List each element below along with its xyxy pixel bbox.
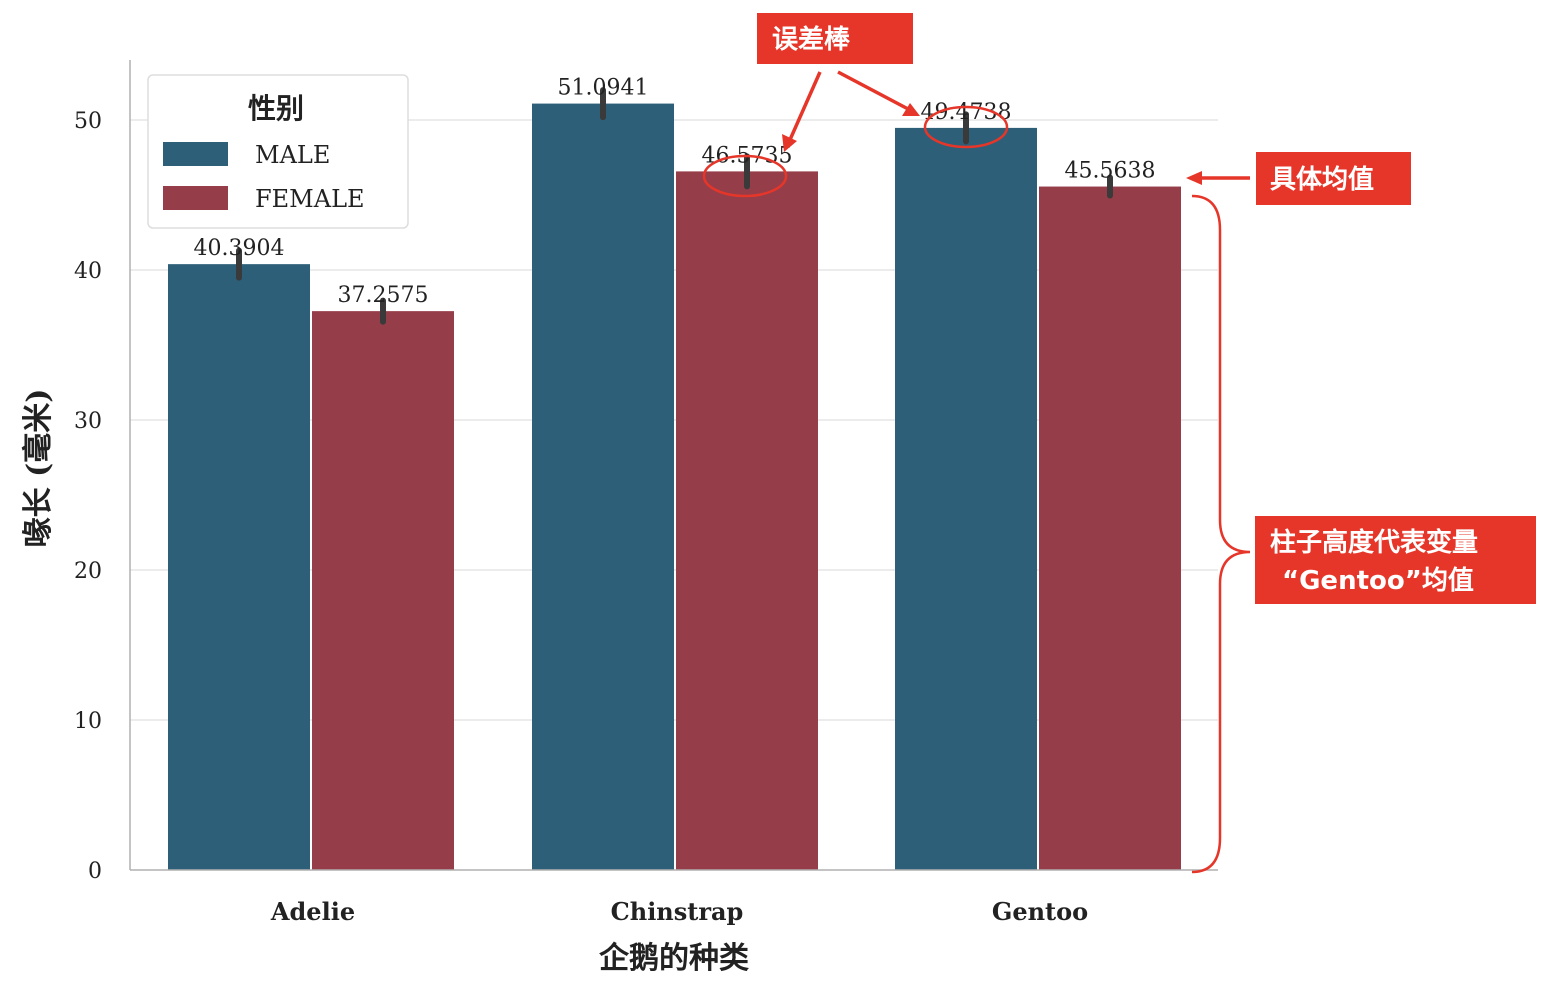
- legend: 性别 MALE FEMALE: [147, 74, 409, 229]
- bar-height-callout-line2: “Gentoo”均值: [1282, 566, 1474, 596]
- x-tick-label: Chinstrap: [611, 897, 744, 926]
- value-label: 51.0941: [558, 76, 649, 101]
- mean-value-callout: 具体均值: [1186, 152, 1411, 205]
- x-tick-labels: Adelie Chinstrap Gentoo: [270, 897, 1088, 926]
- callout-arrowhead-gentoo: [902, 103, 920, 116]
- error-bar-callout-text: 误差棒: [772, 24, 851, 55]
- value-label: 45.5638: [1065, 159, 1156, 184]
- error-bar-highlight-gentoo: [923, 105, 1009, 149]
- mean-value-callout-text: 具体均值: [1270, 165, 1374, 195]
- y-axis-title: 喙长 (毫米): [21, 389, 56, 548]
- bar-male-gentoo: [895, 127, 1037, 870]
- callout-arrow-gentoo: [837, 70, 911, 112]
- bar-female-gentoo: [1039, 186, 1181, 871]
- y-tick-label: 10: [74, 709, 102, 734]
- error-bar-highlight-chinstrap: [702, 154, 788, 198]
- bar-female-adelie: [312, 311, 454, 870]
- legend-swatch-female: [163, 186, 228, 210]
- error-bar-callout-box: [757, 13, 913, 64]
- bar-male-chinstrap: [532, 103, 674, 870]
- bar-height-brace: [1191, 194, 1251, 874]
- legend-label-male: MALE: [255, 141, 330, 169]
- y-tick-label: 50: [74, 109, 102, 134]
- x-axis-title: 企鹅的种类: [599, 941, 749, 976]
- y-tick-label: 30: [74, 409, 102, 434]
- error-bars: [236, 87, 1113, 325]
- legend-label-female: FEMALE: [255, 185, 365, 213]
- legend-title: 性别: [248, 92, 304, 125]
- bar-height-callout-box: [1255, 516, 1536, 604]
- y-tick-label: 20: [74, 559, 102, 584]
- bar-height-callout-line1: 柱子高度代表变量: [1270, 527, 1478, 558]
- value-label: 37.2575: [338, 283, 429, 308]
- y-tick-labels: 0 10 20 30 40 50: [74, 109, 102, 884]
- bar-female-chinstrap: [676, 171, 818, 870]
- y-tick-label: 40: [74, 259, 102, 284]
- value-label: 49.4738: [921, 100, 1012, 125]
- y-tick-label: 0: [88, 859, 102, 884]
- bars: [168, 103, 1181, 871]
- error-bar-callout: 误差棒: [702, 13, 1009, 198]
- x-tick-label: Gentoo: [992, 897, 1088, 926]
- callout-arrow-chinstrap: [787, 71, 822, 143]
- mean-value-arrowhead: [1186, 171, 1202, 185]
- value-label: 40.3904: [194, 236, 285, 261]
- callout-arrowhead-chinstrap: [782, 134, 797, 152]
- bar-male-adelie: [168, 264, 310, 870]
- mean-value-callout-box: [1256, 152, 1411, 205]
- bar-height-callout: 柱子高度代表变量 “Gentoo”均值: [1191, 194, 1536, 874]
- x-tick-label: Adelie: [270, 897, 355, 926]
- legend-swatch-male: [163, 142, 228, 166]
